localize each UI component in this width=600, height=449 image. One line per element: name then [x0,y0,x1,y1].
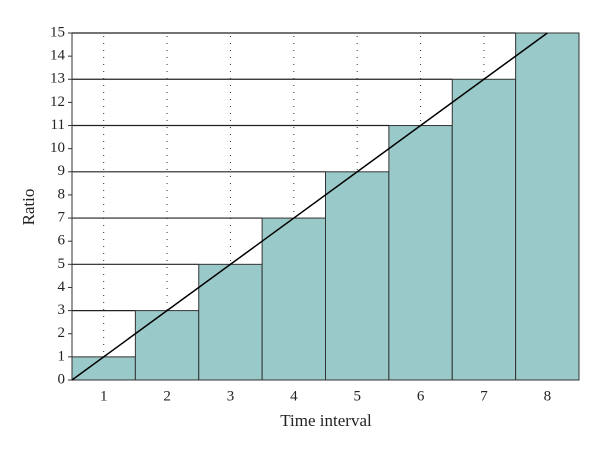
x-tick-label: 7 [480,388,488,404]
y-tick-label: 13 [50,71,65,87]
bar [134,310,200,381]
x-tick-label: 8 [544,388,552,404]
x-tick-label: 6 [417,388,425,404]
y-tick-label: 6 [58,233,66,249]
bar [325,171,390,381]
y-tick-label: 12 [50,94,65,110]
y-tick-label: 3 [58,302,66,318]
bar [198,263,263,381]
y-tick-label: 4 [58,279,66,295]
y-tick-label: 15 [50,24,65,40]
bar [451,78,517,381]
bar [515,32,580,381]
y-tick-label: 5 [58,256,66,272]
bar [261,217,326,381]
y-tick-label: 7 [58,210,66,226]
y-tick-label: 9 [58,163,66,179]
y-tick-label: 11 [51,117,65,133]
y-tick-label: 14 [50,48,66,64]
x-tick-label: 3 [227,388,235,404]
x-tick-label: 1 [100,388,108,404]
x-axis-label: Time interval [280,411,372,430]
y-axis-label: Ratio [19,189,38,226]
y-tick-label: 8 [58,186,66,202]
y-tick-label: 1 [58,348,66,364]
bar [71,356,136,381]
x-tick-label: 2 [163,388,171,404]
x-tick-label: 4 [290,388,298,404]
y-tick-label: 2 [58,325,66,341]
diagonal-line [71,32,548,381]
y-tick-label: 10 [50,140,65,156]
x-tick-label: 5 [353,388,361,404]
bar [388,125,453,381]
y-tick-label: 0 [58,371,66,387]
